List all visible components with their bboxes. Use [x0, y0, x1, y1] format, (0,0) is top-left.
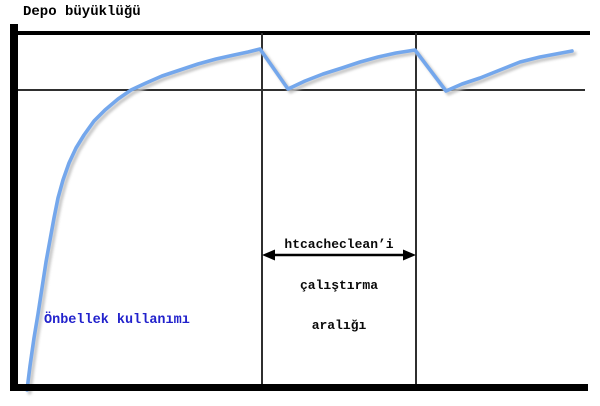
y-axis-title: Depo büyüklüğü — [23, 4, 141, 20]
usage-curve — [25, 47, 574, 392]
threshold-line — [18, 89, 585, 91]
interval-annotation-line1: htcacheclean’i — [284, 237, 394, 252]
x-axis — [10, 384, 588, 391]
curve-label: Önbellek kullanımı — [44, 313, 190, 328]
y-axis — [10, 24, 18, 391]
interval-arrow-head-right — [403, 249, 416, 261]
interval-arrow-head-left — [262, 249, 275, 261]
storage-limit-line — [18, 31, 590, 35]
interval-annotation-line3: aralığı — [311, 318, 367, 333]
usage-curve-shadow — [27, 49, 577, 395]
interval-annotation-line2: çalıştırma — [299, 277, 378, 293]
interval-annotation: htcacheclean’i çalıştırma aralığı — [261, 211, 417, 346]
clean-run-line-2 — [415, 33, 417, 388]
clean-run-line-1 — [261, 33, 263, 388]
